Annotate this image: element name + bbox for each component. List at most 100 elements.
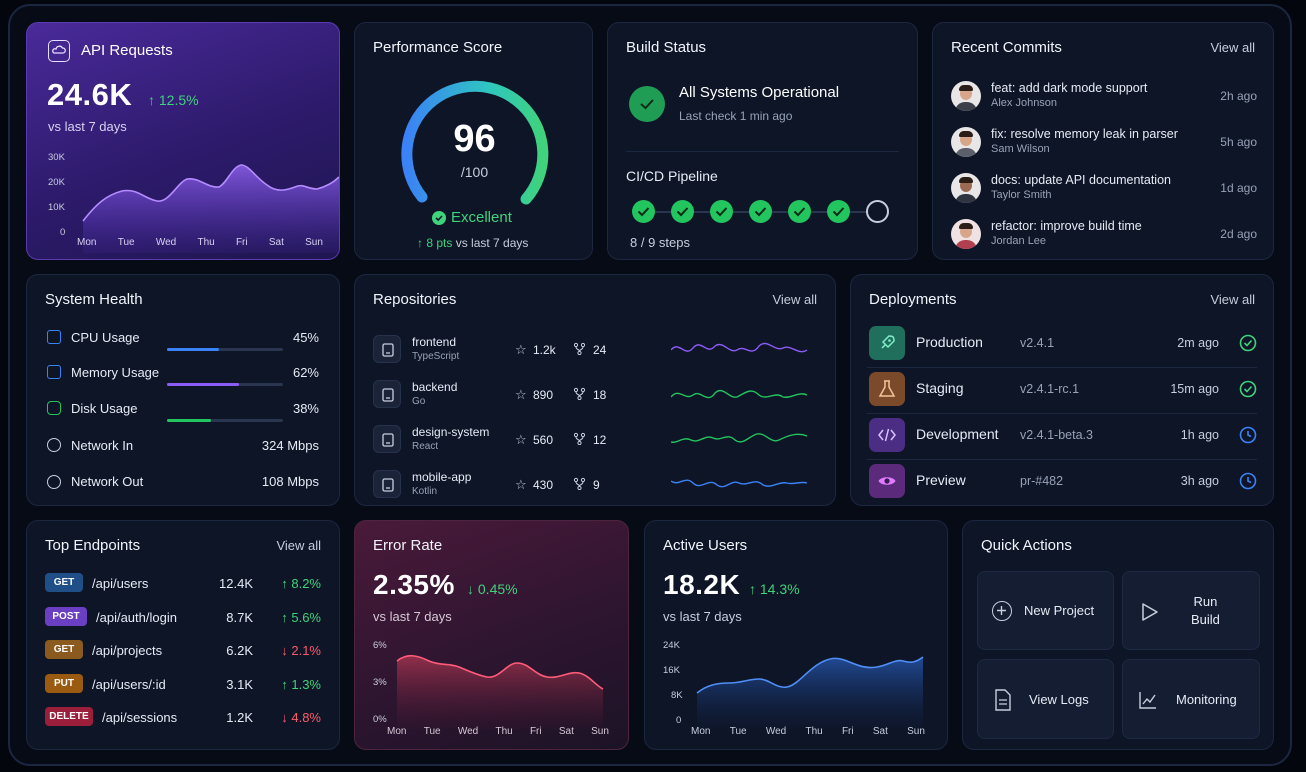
endpoint-path: /api/auth/login [96, 609, 177, 625]
star-icon: ☆ [515, 432, 527, 447]
performance-card: Performance Score 96 /100 Excellent ↑ 8 … [354, 22, 593, 260]
cpu-usage-fill [167, 348, 220, 351]
commit-message: fix: resolve memory leak in parser [991, 127, 1178, 141]
commit-author: Jordan Lee [991, 235, 1047, 247]
deployment-version: pr-#482 [1020, 474, 1064, 488]
http-method-badge: GET [45, 573, 83, 592]
error-rate-change: ↓ 0.45% [467, 581, 518, 597]
health-label: Disk Usage [71, 401, 138, 416]
avatar [951, 127, 981, 157]
active-users-days: Mon Tue Wed Thu Fri Sat Sun [691, 726, 925, 737]
error-rate-area [397, 655, 603, 729]
deployment-row[interactable]: Development v2.4.1-beta.3 1h ago [869, 417, 1257, 453]
repo-name: frontend [412, 335, 457, 349]
deployments-view-all-link[interactable]: View all [1210, 292, 1255, 307]
repo-activity-sparkline [671, 389, 808, 399]
success-check-icon [1239, 334, 1257, 352]
repos-view-all-link[interactable]: View all [772, 292, 817, 307]
flask-icon [869, 372, 905, 406]
endpoints-view-all-link[interactable]: View all [276, 538, 321, 553]
endpoint-change: ↑ 5.6% [281, 609, 321, 625]
health-label: Network In [71, 438, 134, 453]
repo-row[interactable]: mobile-app Kotlin ☆ 430 9 [373, 466, 819, 502]
deployment-version: v2.4.1-rc.1 [1020, 382, 1080, 396]
performance-title: Performance Score [373, 39, 503, 56]
repo-row[interactable]: design-system React ☆ 560 12 [373, 421, 819, 457]
deployment-row[interactable]: Preview pr-#482 3h ago [869, 463, 1257, 499]
endpoint-count: 8.7K [226, 609, 253, 625]
commit-item[interactable]: docs: update API documentation Taylor Sm… [951, 171, 1257, 211]
pipeline-title: CI/CD Pipeline [626, 168, 718, 184]
memory-usage-bar [167, 383, 283, 386]
avatar [951, 173, 981, 203]
commits-view-all-link[interactable]: View all [1210, 40, 1255, 55]
y-tick: 0 [676, 715, 681, 726]
active-users-change: ↑ 14.3% [749, 581, 800, 597]
play-icon [1141, 602, 1159, 627]
top-endpoints-card: Top Endpoints View all GET/api/users 12.4… [26, 520, 340, 750]
view-logs-button[interactable]: View Logs [977, 659, 1114, 739]
endpoint-row[interactable]: GET/api/users 12.4K ↑ 8.2% [45, 573, 323, 595]
endpoint-path: /api/sessions [102, 710, 178, 725]
chart-icon [1138, 690, 1158, 715]
deployment-row[interactable]: Production v2.4.1 2m ago [869, 325, 1257, 361]
divider [626, 151, 899, 152]
monitoring-label: Monitoring [1176, 692, 1237, 707]
commit-item[interactable]: refactor: improve build time Jordan Lee … [951, 217, 1257, 257]
run-build-line-1: Run [1193, 594, 1218, 609]
health-value: 38% [292, 401, 319, 416]
repo-row[interactable]: frontend TypeScript ☆ 1.2k 24 [373, 331, 819, 367]
repo-row[interactable]: backend Go ☆ 890 18 [373, 376, 819, 412]
build-status-title: Build Status [626, 39, 707, 56]
new-project-button[interactable]: New Project [977, 571, 1114, 650]
endpoint-row[interactable]: POST/api/auth/login 8.7K ↑ 5.6% [45, 606, 323, 629]
pipeline-step-done [749, 200, 772, 223]
fork-icon [573, 387, 586, 405]
commit-item[interactable]: feat: add dark mode support Alex Johnson… [951, 79, 1257, 119]
endpoint-change: ↓ 4.8% [281, 710, 321, 725]
endpoint-row[interactable]: GET/api/projects 6.2K ↓ 2.1% [45, 640, 323, 662]
commit-item[interactable]: fix: resolve memory leak in parser Sam W… [951, 125, 1257, 165]
run-build-button[interactable]: Run Build [1122, 571, 1260, 650]
system-health-card: System Health CPU Usage 45% Memory Usage… [26, 274, 340, 506]
endpoint-path: /api/users/:id [92, 676, 166, 692]
api-requests-card: API Requests 24.6K ↑ 12.5% vs last 7 day… [26, 22, 340, 260]
deployment-row[interactable]: Staging v2.4.1-rc.1 15m ago [869, 371, 1257, 407]
x-tick: Mon [691, 726, 711, 737]
pipeline-step-pending [866, 200, 889, 223]
error-rate-value: 2.35% [373, 569, 455, 600]
repository-icon [373, 380, 401, 408]
pipeline-step-done [788, 200, 811, 223]
endpoint-count: 3.1K [226, 676, 253, 692]
clock-icon [1239, 472, 1257, 490]
fork-icon [573, 432, 586, 450]
monitoring-button[interactable]: Monitoring [1122, 659, 1260, 739]
fork-icon [573, 477, 586, 495]
error-rate-chart: 6% 3% 0% [373, 640, 604, 729]
repository-icon [373, 335, 401, 363]
network-out-icon [47, 475, 61, 489]
disk-usage-fill [167, 419, 212, 422]
repo-stars: 1.2k [533, 343, 556, 357]
deployments-card: Deployments View all Production v2.4.1 2m … [850, 274, 1274, 506]
score-gauge [401, 80, 549, 205]
y-tick: 16K [663, 665, 681, 676]
score-rating: Excellent [432, 209, 512, 226]
endpoint-change: ↓ 2.1% [281, 643, 321, 658]
commit-author: Sam Wilson [991, 143, 1050, 155]
star-icon: ☆ [515, 342, 527, 357]
y-tick: 20K [48, 177, 66, 188]
endpoint-row[interactable]: PUT/api/users/:id 3.1K ↑ 1.3% [45, 673, 323, 696]
error-rate-card: Error Rate 2.35% ↓ 0.45% vs last 7 days … [354, 520, 629, 750]
pipeline-steps [632, 200, 892, 224]
active-users-chart: 24K 16K 8K 0 [663, 640, 924, 729]
endpoint-row[interactable]: DELETE/api/sessions 1.2K ↓ 4.8% [45, 707, 323, 729]
disk-icon [47, 401, 61, 415]
deployment-time: 1h ago [1180, 428, 1219, 442]
run-build-line-2: Build [1191, 612, 1220, 627]
y-tick: 24K [663, 640, 681, 651]
y-tick: 3% [373, 677, 387, 688]
deployments-title: Deployments [869, 291, 957, 308]
repository-icon [373, 425, 401, 453]
fork-icon [573, 342, 586, 360]
